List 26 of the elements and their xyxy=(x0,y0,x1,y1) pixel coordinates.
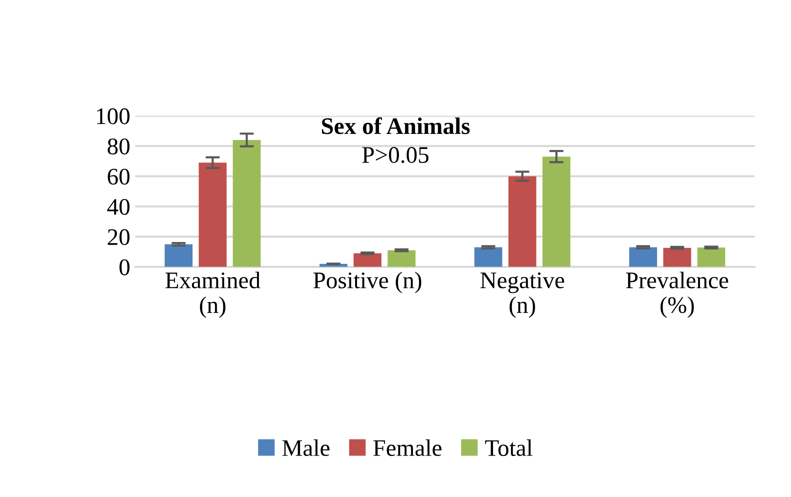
legend-label: Total xyxy=(485,439,532,456)
text: P>0.05 xyxy=(362,147,428,164)
x-tick-label: Prevalence (%) xyxy=(626,272,728,318)
legend-label: Male xyxy=(282,439,330,456)
legend-label: Female xyxy=(373,439,442,456)
x-tick-label: Positive (n) xyxy=(313,272,422,294)
bar xyxy=(542,156,570,267)
bar xyxy=(629,247,658,267)
y-tick-label: 0 xyxy=(119,259,130,276)
bar xyxy=(388,250,416,267)
bar xyxy=(508,176,536,267)
bar xyxy=(164,244,193,267)
y-tick-label: 100 xyxy=(97,108,130,124)
y-tick-label: 60 xyxy=(108,168,130,185)
bar xyxy=(354,253,382,267)
bar xyxy=(232,140,261,267)
bar xyxy=(474,247,502,267)
bar xyxy=(697,248,726,267)
chart-title: Sex of Animals xyxy=(322,117,470,134)
bar xyxy=(198,162,227,267)
bar xyxy=(663,248,692,267)
x-tick-label: Negative (n) xyxy=(480,272,564,318)
y-tick-label: 80 xyxy=(108,138,130,154)
y-tick-label: 40 xyxy=(107,198,130,215)
x-tick-label: Examined (n) xyxy=(165,272,260,318)
y-tick-label: 20 xyxy=(108,229,130,246)
